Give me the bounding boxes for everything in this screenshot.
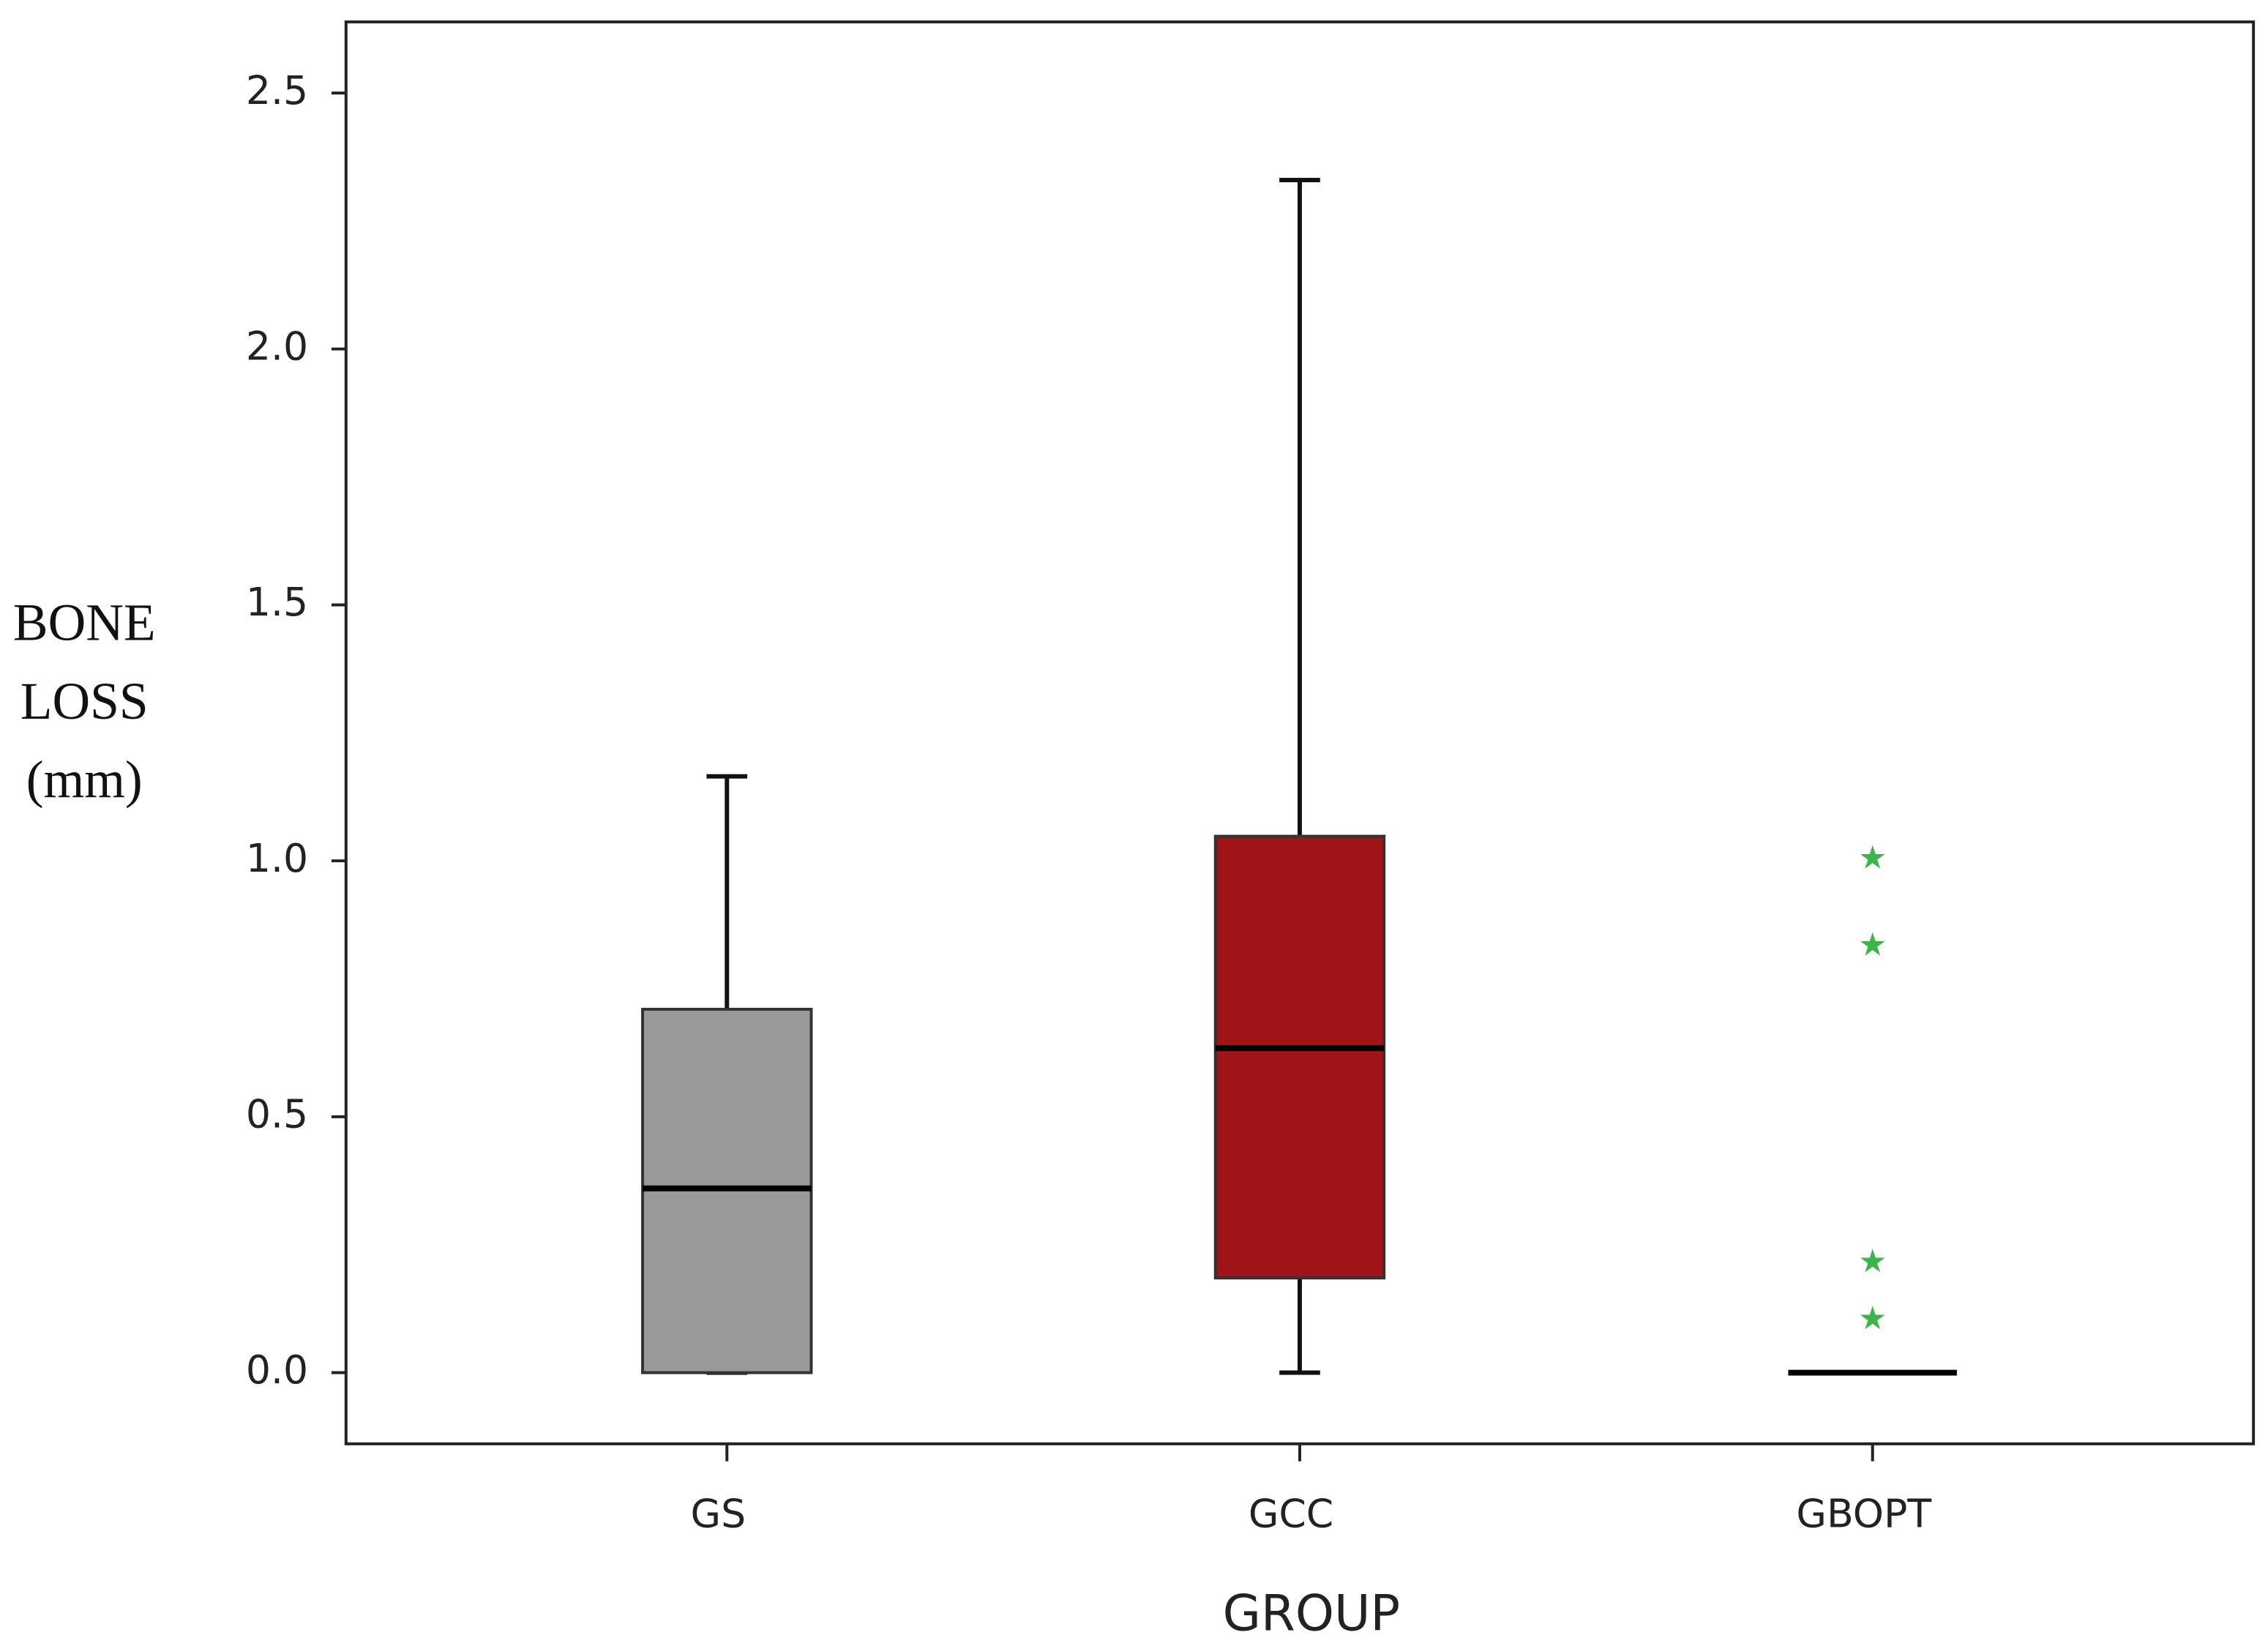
outlier: ★ xyxy=(1858,1243,1887,1280)
outlier: ★ xyxy=(1858,839,1887,876)
x-tick-label: GS xyxy=(691,1491,746,1537)
y-tick-label: 2.5 xyxy=(246,67,308,113)
box xyxy=(1213,834,1386,1280)
x-axis-title: GROUP xyxy=(1223,1585,1401,1642)
y-tick-label: 1.5 xyxy=(246,579,308,625)
x-tick-label: GCC xyxy=(1249,1491,1333,1537)
y-axis-title: (mm) xyxy=(26,751,143,809)
x-tick-label: GBOPT xyxy=(1796,1491,1931,1537)
y-tick-label: 2.0 xyxy=(246,323,308,369)
y-tick-label: 1.0 xyxy=(246,835,308,881)
y-tick-label: 0.5 xyxy=(246,1091,308,1137)
y-tick-label: 0.0 xyxy=(246,1347,308,1393)
y-axis-title: LOSS xyxy=(20,673,149,730)
outlier: ★ xyxy=(1858,1300,1887,1337)
y-axis-title: BONE xyxy=(13,594,156,652)
outlier: ★ xyxy=(1858,926,1887,963)
